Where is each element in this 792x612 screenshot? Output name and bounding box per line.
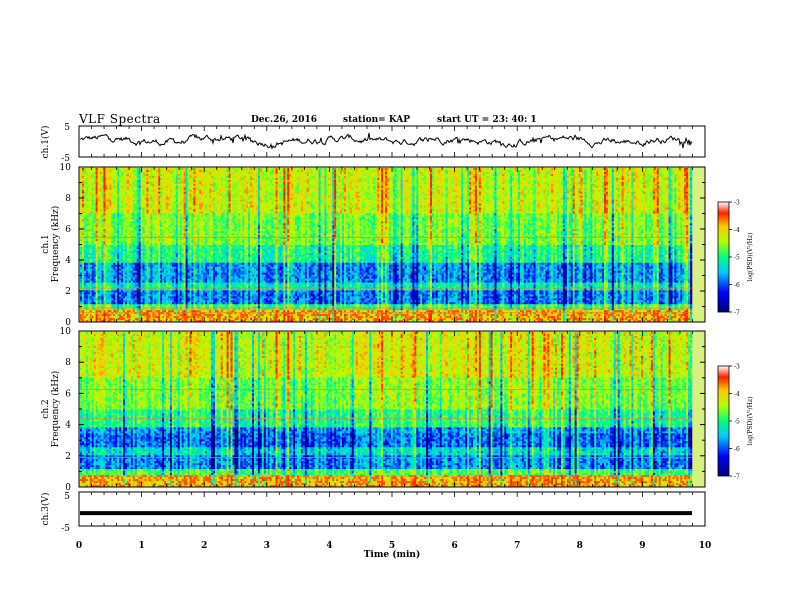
start-time-label: start UT = 23: 40: 1 — [437, 115, 537, 125]
ch2-colorbar-tick: -7 — [734, 474, 740, 481]
ch1-colorbar-tick: -3 — [734, 200, 740, 207]
ch1-colorbar-label: log(PSD)(V²/Hz) — [747, 233, 754, 282]
ch3-ytick-top: 5 — [64, 492, 70, 502]
ch1-waveform-panel: 5 -5 ch.1(V) — [40, 123, 706, 164]
ch2-ytick-label: 6 — [65, 389, 71, 399]
ch2-colorbar-label: log(PSD)(V²/Hz) — [747, 397, 754, 446]
ch2-ytick-label: 8 — [65, 358, 71, 368]
ch2-spectrogram-panel: 0 2 4 6 8 10 ch.2 Frequency (kHz) -3 -4 -5 -6 -7 … — [41, 327, 754, 493]
x-axis-tick-labels: 0 1 2 3 4 5 6 7 8 9 10 — [76, 541, 711, 551]
x-tick-label: 1 — [138, 541, 144, 551]
ch2-colorbar-tick: -5 — [734, 419, 740, 426]
ch1-ytick-label: 6 — [65, 225, 71, 235]
ch1-ylabel-frequency: Frequency (kHz) — [50, 206, 61, 283]
ch2-ytick-label: 10 — [60, 327, 72, 337]
date-label: Dec.26, 2016 — [251, 115, 317, 125]
ch1-ylabel-channel: ch.1 — [41, 234, 51, 253]
x-tick-label: 3 — [264, 541, 270, 551]
x-axis-ticks — [78, 126, 706, 526]
figure-title: VLF Spectra — [79, 112, 161, 126]
station-label: station= KAP — [343, 115, 410, 125]
ch2-colorbar-tick: -3 — [734, 364, 740, 371]
ch2-ytick-label: 4 — [65, 421, 71, 431]
ch2-colorbar-tick: -4 — [734, 391, 740, 398]
ch2-ylabel-frequency: Frequency (kHz) — [50, 371, 61, 448]
x-tick-label: 2 — [201, 541, 207, 551]
ch1-ytick-label: 0 — [65, 318, 71, 328]
ch2-ylabel-channel: ch.2 — [41, 399, 51, 418]
ch2-colorbar-gradient — [717, 365, 730, 477]
x-axis-label: Time (min) — [364, 549, 421, 560]
ch2-ytick-label: 0 — [65, 483, 71, 493]
x-tick-label: 8 — [577, 541, 583, 551]
ch1-spectrogram-panel: 0 2 4 6 8 10 ch.1 Frequency (kHz) -3 -4 -5 -6 -7 … — [41, 163, 754, 328]
ch1-colorbar-tick: -6 — [734, 282, 740, 289]
x-tick-label: 6 — [451, 541, 457, 551]
ch1-colorbar-gradient — [717, 201, 730, 313]
ch1-ytick-label: 2 — [65, 287, 71, 297]
ch2-colorbar-tick: -6 — [734, 446, 740, 453]
ch1-colorbar-tick: -4 — [734, 227, 740, 234]
ch3-ytick-bottom: -5 — [61, 524, 70, 534]
x-tick-label: 9 — [639, 541, 645, 551]
x-tick-label: 5 — [389, 541, 395, 551]
ch1-ytick-top: 5 — [64, 123, 70, 133]
x-tick-label: 4 — [326, 541, 332, 551]
x-tick-label: 10 — [699, 541, 712, 551]
ch1-ytick-bottom: -5 — [61, 154, 70, 164]
x-tick-label: 0 — [76, 541, 82, 551]
ch3-ylabel: ch.3(V) — [40, 493, 51, 526]
ch1-colorbar: -3 -4 -5 -6 -7 log(PSD)(V²/Hz) — [717, 200, 754, 317]
ch3-waveform-frame — [78, 491, 706, 527]
ch1-colorbar-tick: -5 — [734, 255, 740, 262]
ch2-colorbar: -3 -4 -5 -6 -7 log(PSD)(V²/Hz) — [717, 364, 754, 481]
ch3-waveform-panel: 5 -5 ch.3(V) — [40, 491, 706, 534]
ch1-colorbar-tick: -7 — [734, 310, 740, 317]
ch1-waveform-line — [79, 132, 693, 150]
x-tick-label: 7 — [514, 541, 520, 551]
ch2-ytick-label: 2 — [65, 452, 71, 462]
ch1-ytick-label: 10 — [60, 163, 72, 173]
ch1-spectrogram — [80, 168, 693, 323]
ch1-ytick-label: 4 — [65, 256, 71, 266]
ch1-ytick-label: 8 — [65, 194, 71, 204]
ch2-spectrogram — [80, 332, 693, 488]
ch1-ylabel: ch.1(V) — [40, 126, 51, 159]
